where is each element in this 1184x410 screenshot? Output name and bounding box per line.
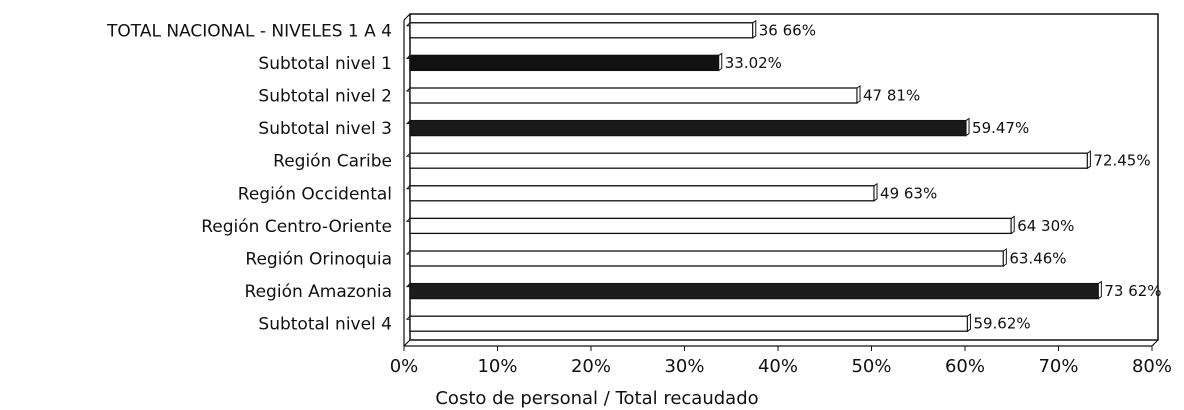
x-tick-label: 50% xyxy=(851,356,891,377)
bar xyxy=(409,54,720,72)
x-tick-label: 60% xyxy=(945,356,985,377)
bar xyxy=(409,152,1089,169)
data-label: 47 81% xyxy=(863,87,920,105)
category-labels: TOTAL NACIONAL - NIVELES 1 A 4 Subtotal n… xyxy=(106,21,392,334)
bar-end-cap xyxy=(1097,280,1102,300)
data-label: 63.46% xyxy=(1009,250,1066,268)
bar-end-cap xyxy=(873,182,878,202)
category-label: Región Orinoquia xyxy=(245,250,392,270)
bar xyxy=(409,87,858,104)
category-label: Región Centro-Oriente xyxy=(201,217,392,237)
bar-end-cap xyxy=(752,19,757,39)
x-tick-label: 40% xyxy=(758,356,798,377)
value-labels: 36 66% 33.02% 47 81% 59.47% 72.45% 49 63% 64 3… xyxy=(725,21,1162,332)
x-axis-ticks: 0% 10% 20% 30% 40% 50% 60% 70% 80% xyxy=(390,346,1172,377)
bar xyxy=(409,282,1099,300)
plot-frame xyxy=(409,13,1159,341)
bar-end-cap xyxy=(1002,248,1007,267)
bar-end-cap xyxy=(718,52,723,72)
bar-end-cap xyxy=(1010,215,1015,235)
bar-end-cap xyxy=(966,313,971,333)
data-label: 49 63% xyxy=(880,184,937,202)
category-label: Región Occidental xyxy=(238,184,392,204)
data-label: 59.62% xyxy=(973,315,1030,333)
floor-edge-right xyxy=(1151,339,1159,347)
category-label: Subtotal nivel 4 xyxy=(258,315,392,335)
x-tick-label: 10% xyxy=(477,356,517,377)
x-tick-label: 20% xyxy=(571,356,611,377)
data-label: 59.47% xyxy=(972,119,1029,137)
bar xyxy=(409,185,875,202)
bar-end-cap xyxy=(965,117,970,137)
data-label: 33.02% xyxy=(725,54,782,72)
bar xyxy=(409,217,1012,235)
data-label: 36 66% xyxy=(759,21,816,39)
data-label: 72.45% xyxy=(1093,152,1150,170)
bar-end-cap xyxy=(1086,150,1091,170)
bar xyxy=(409,22,754,39)
data-label: 64 30% xyxy=(1017,217,1074,235)
category-label: Subtotal nivel 3 xyxy=(258,119,392,139)
x-tick-label: 0% xyxy=(390,356,419,377)
category-label: Región Caribe xyxy=(273,152,392,172)
bar xyxy=(409,315,969,332)
bar-end-cap xyxy=(856,85,861,104)
wall-edge-top xyxy=(403,13,411,21)
category-label: Región Amazonia xyxy=(245,282,392,302)
x-tick-label: 80% xyxy=(1132,356,1172,377)
x-tick-label: 30% xyxy=(664,356,704,377)
x-axis-title: Costo de personal / Total recaudado xyxy=(435,388,758,409)
x-tick-label: 70% xyxy=(1038,356,1078,377)
category-label: TOTAL NACIONAL - NIVELES 1 A 4 xyxy=(106,21,392,41)
data-label: 73 62% xyxy=(1104,282,1161,300)
bars-group xyxy=(405,19,1102,333)
floor-edge-left xyxy=(403,339,411,347)
bar xyxy=(409,119,967,137)
category-label: Subtotal nivel 2 xyxy=(258,87,392,107)
category-label: Subtotal nivel 1 xyxy=(258,54,392,74)
bar xyxy=(409,250,1005,267)
